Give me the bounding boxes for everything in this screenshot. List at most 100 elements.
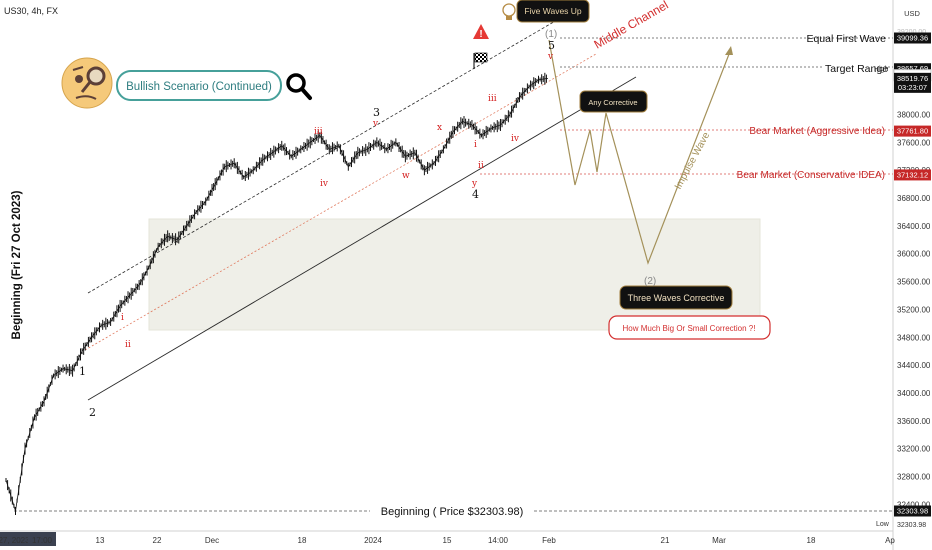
x-tick-label: Feb bbox=[542, 536, 556, 545]
price-tag-bg bbox=[894, 169, 931, 181]
wave-label-iii-2: iii bbox=[488, 94, 497, 104]
lightbulb-base bbox=[506, 16, 512, 20]
wave-label-4: 4 bbox=[472, 188, 479, 201]
wave-label-3: 3 bbox=[373, 106, 380, 119]
y-tick-label: 37600.00 bbox=[897, 138, 931, 147]
low-value: 32303.98 bbox=[897, 522, 926, 529]
y-tick-label: 35600.00 bbox=[897, 278, 931, 287]
price-tag-value: 37132.12 bbox=[897, 170, 928, 179]
wave-label-iv: iv bbox=[320, 179, 329, 189]
price-tag-bg bbox=[894, 72, 931, 93]
wave-labels-major: 1 2 3 4 5 (1) (2) bbox=[79, 29, 656, 419]
x-tick-label: 2024 bbox=[364, 536, 382, 545]
x-tick-label: 14:00 bbox=[488, 536, 509, 545]
svg-text:!: ! bbox=[479, 29, 482, 40]
price-tag-value: 37761.80 bbox=[897, 127, 928, 136]
bullish-scenario-box bbox=[116, 70, 282, 101]
currency-label: USD bbox=[904, 9, 920, 18]
three-waves-corrective-callout[interactable]: Three Waves Corrective bbox=[619, 285, 733, 310]
price-tag: 32303.98 bbox=[894, 505, 931, 517]
wave-labels-minor: i ii iii iv v w x y i ii iii iv v bbox=[121, 52, 554, 350]
three-waves-corrective-box bbox=[619, 285, 733, 310]
three-waves-corrective-label: Three Waves Corrective bbox=[628, 293, 725, 303]
price-tag-value: 39099.36 bbox=[897, 34, 928, 43]
wave-label-w: w bbox=[402, 171, 410, 181]
consolidation-zone bbox=[148, 218, 761, 331]
y-tick-label: 36800.00 bbox=[897, 194, 931, 203]
price-tag-bg bbox=[894, 505, 931, 517]
price-tag-bg bbox=[894, 63, 931, 75]
low-label: Low bbox=[876, 521, 890, 528]
thinking-face-icon bbox=[61, 57, 113, 109]
y-tick-label: 33600.00 bbox=[897, 417, 931, 426]
projection-path bbox=[548, 39, 732, 265]
checkered-flag-icon bbox=[473, 52, 488, 69]
price-series bbox=[5, 72, 549, 515]
beginning-label-bg bbox=[370, 503, 534, 518]
target-range-label: Target Range bbox=[825, 63, 888, 75]
wave-label-v: v bbox=[372, 119, 379, 129]
x-tick-label: Ap bbox=[885, 536, 895, 545]
y-tick-label: 33200.00 bbox=[897, 445, 931, 454]
wave-label-v-2: v bbox=[547, 52, 554, 62]
y-axis-title: Beginning (Fri 27 Oct 2023) bbox=[11, 190, 23, 339]
wave-label-y: y bbox=[471, 179, 478, 189]
how-much-correction-box bbox=[608, 315, 771, 340]
x-tick-label: 21 bbox=[661, 536, 670, 545]
bear-aggressive-label: Bear Market (Aggressive Idea) bbox=[749, 126, 885, 137]
middle-channel-line bbox=[84, 53, 597, 351]
warning-icon: ! bbox=[473, 24, 489, 40]
wave-label-ii-2: ii bbox=[478, 161, 484, 171]
x-ticks: 27, 2023 17:00 13 22 Dec 18 2024 15 14:00 Feb 21 Ma… bbox=[0, 532, 895, 546]
price-tags: 39099.3638657.6938564.7638519.7603:23:07… bbox=[893, 32, 932, 517]
y-tick-label: 34000.00 bbox=[897, 389, 931, 398]
x-tick-label: 15 bbox=[443, 536, 452, 545]
price-tag-bg bbox=[894, 125, 931, 137]
equal-first-wave-label: Equal First Wave bbox=[806, 33, 886, 45]
level-labels: Equal First Wave Target Range High Bear … bbox=[370, 33, 890, 528]
y-tick-label: 36000.00 bbox=[897, 250, 931, 259]
wave-label-paren-2: (2) bbox=[644, 276, 656, 287]
channel-lines bbox=[84, 1, 637, 401]
y-tick-label: 35200.00 bbox=[897, 305, 931, 314]
x-tick-label: Dec bbox=[205, 536, 219, 545]
high-label: High bbox=[874, 66, 889, 73]
magnifier-icon bbox=[286, 73, 312, 100]
bullish-scenario-callout[interactable]: Bullish Scenario (Continued) bbox=[61, 57, 312, 109]
x-tick-label: 18 bbox=[298, 536, 307, 545]
five-waves-up-label: Five Waves Up bbox=[524, 6, 582, 16]
x-tick-label: 27, 2023 bbox=[0, 536, 30, 545]
price-line bbox=[5, 77, 549, 512]
price-tag-value: 32303.98 bbox=[897, 507, 928, 516]
wave-label-2: 2 bbox=[89, 406, 96, 419]
y-tick-label: 32800.00 bbox=[897, 472, 931, 481]
wave-label-i: i bbox=[121, 313, 124, 323]
x-tick-highlight bbox=[0, 532, 28, 546]
wave-label-5: 5 bbox=[548, 39, 555, 52]
any-corrective-box bbox=[579, 90, 648, 113]
x-tick-label: Mar bbox=[712, 536, 726, 545]
five-waves-up-callout[interactable]: Five Waves Up bbox=[502, 0, 590, 23]
projection-arrowhead bbox=[725, 46, 733, 55]
wave-label-i-2: i bbox=[474, 140, 477, 150]
price-tag: 39099.36 bbox=[894, 32, 931, 44]
lightbulb-icon bbox=[502, 3, 516, 17]
y-tick-label: 32400.00 bbox=[897, 500, 931, 509]
x-tick-label: 22 bbox=[153, 536, 162, 545]
wave-label-1: 1 bbox=[79, 365, 86, 378]
any-corrective-callout[interactable]: Any Corrective bbox=[579, 90, 648, 113]
price-tag-value: 38657.69 bbox=[897, 64, 928, 73]
y-tick-label: 34400.00 bbox=[897, 361, 931, 370]
five-waves-up-box bbox=[516, 0, 590, 23]
how-much-correction-callout[interactable]: How Much Big Or Small Correction ?! bbox=[608, 315, 771, 340]
target-range-bg bbox=[822, 61, 888, 74]
price-tag: 38657.69 bbox=[894, 63, 931, 75]
price-tag: 37761.80 bbox=[894, 125, 931, 137]
how-much-correction-label: How Much Big Or Small Correction ?! bbox=[623, 324, 756, 333]
price-tag-bg bbox=[894, 32, 931, 44]
bear-conservative-label: Bear Market (Conservative IDEA) bbox=[737, 170, 885, 181]
wave-label-x: x bbox=[437, 123, 442, 133]
bullish-scenario-title: Bullish Scenario (Continued) bbox=[126, 81, 272, 93]
symbol-label[interactable]: US30, 4h, FX bbox=[4, 6, 58, 16]
